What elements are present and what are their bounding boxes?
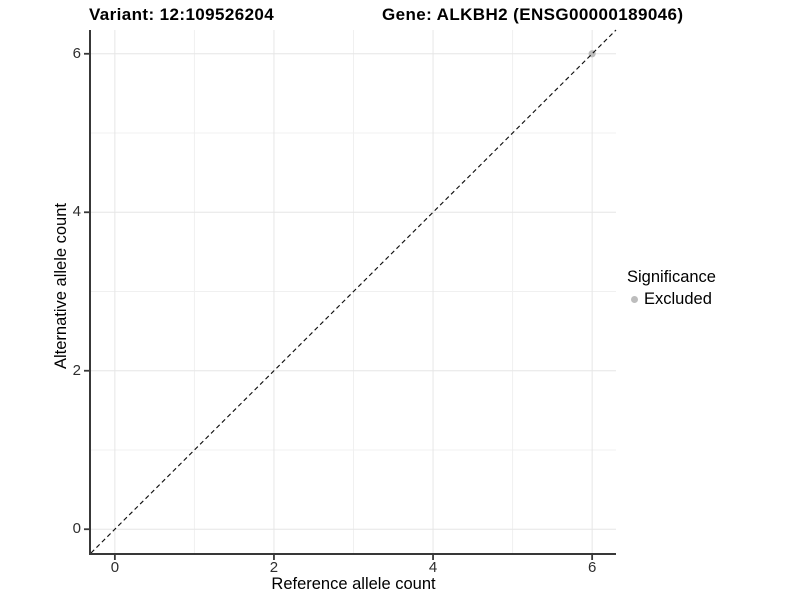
x-axis-label: Reference allele count [271,575,436,593]
legend-entry-excluded: Excluded [627,290,716,309]
x-tick-label: 2 [269,559,279,576]
identity-line [90,29,617,554]
plot-title-gene: Gene: ALKBH2 (ENSG00000189046) [382,5,684,24]
plot-title-variant: Variant: 12:109526204 [89,5,275,24]
legend-entry-label: Excluded [644,290,712,308]
x-tick-label: 0 [110,559,120,576]
x-tick-label: 6 [587,559,597,576]
excluded-point-icon [631,296,638,303]
x-tick-label: 4 [428,559,438,576]
legend: Significance Excluded [627,268,716,309]
y-tick-label: 4 [72,203,81,221]
y-tick-label: 0 [72,520,81,538]
legend-title: Significance [627,268,716,286]
y-tick-label: 6 [72,44,81,62]
y-axis-label: Alternative allele count [52,203,70,370]
y-tick-label: 2 [72,361,81,379]
